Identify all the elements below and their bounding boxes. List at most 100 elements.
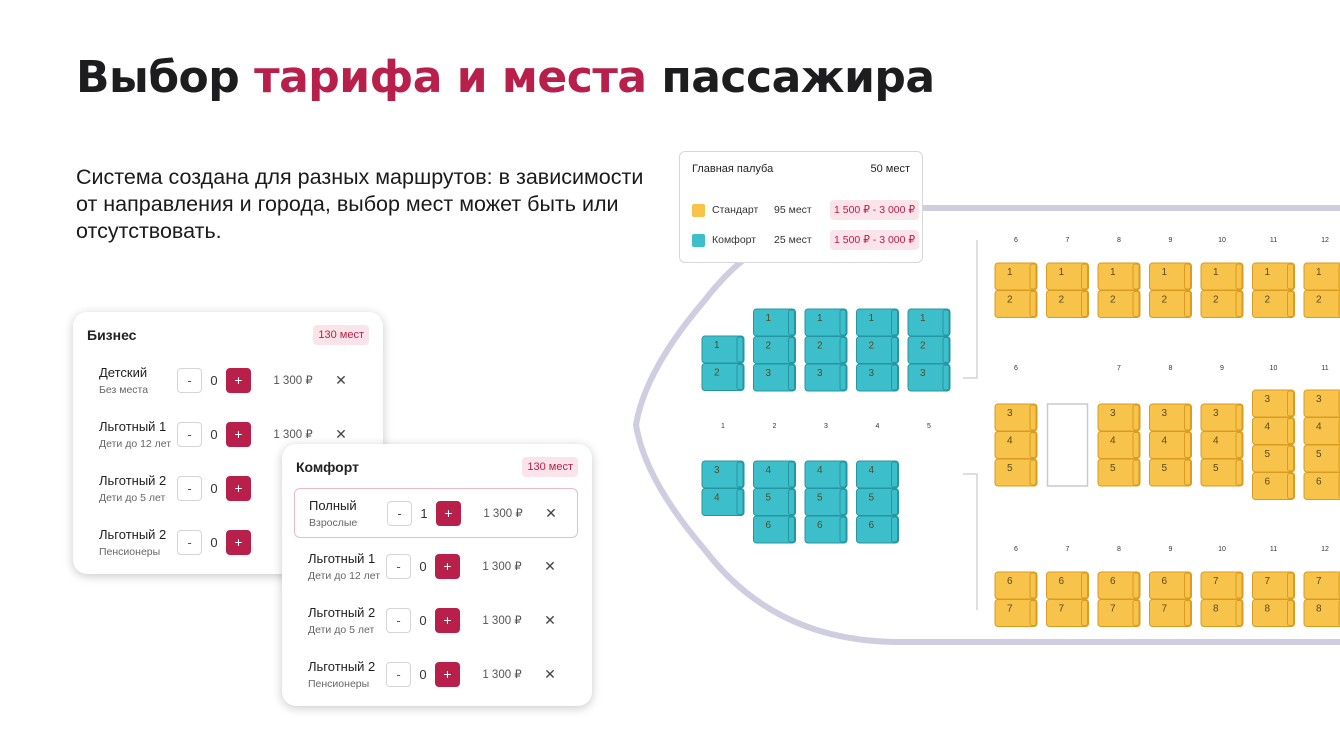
- standard-seat[interactable]: 8: [1252, 599, 1295, 627]
- decrement-button[interactable]: -: [386, 553, 411, 579]
- standard-seat[interactable]: 5: [1200, 458, 1244, 487]
- comfort-seat[interactable]: 2: [701, 363, 745, 391]
- comfort-seat[interactable]: 2: [804, 336, 848, 364]
- legend-row-comfort[interactable]: Комфорт 25 мест 1 500 ₽ - 3 000 ₽: [692, 229, 920, 251]
- close-icon[interactable]: ✕: [335, 371, 347, 388]
- comfort-seat[interactable]: 3: [753, 363, 796, 392]
- legend-row-standard[interactable]: Стандарт 95 мест 1 500 ₽ - 3 000 ₽: [692, 199, 920, 221]
- decrement-button[interactable]: -: [386, 661, 411, 687]
- comfort-seat[interactable]: 5: [753, 488, 796, 516]
- comfort-seat[interactable]: 5: [856, 488, 899, 516]
- standard-seat[interactable]: 4: [1252, 417, 1295, 445]
- comfort-seat[interactable]: 4: [753, 460, 796, 489]
- standard-seat[interactable]: 3: [1149, 403, 1192, 432]
- standard-seat[interactable]: 4: [1200, 431, 1244, 459]
- comfort-seat[interactable]: 3: [907, 363, 951, 392]
- standard-seat[interactable]: 7: [1252, 571, 1295, 600]
- decrement-button[interactable]: -: [386, 607, 411, 633]
- standard-seat[interactable]: 2: [994, 290, 1038, 318]
- standard-seat[interactable]: 1: [1046, 262, 1089, 291]
- decrement-button[interactable]: -: [177, 529, 202, 555]
- standard-seat[interactable]: 5: [1149, 458, 1192, 487]
- standard-seat[interactable]: 1: [1200, 262, 1244, 291]
- comfort-seat[interactable]: 5: [804, 488, 848, 516]
- comfort-seat[interactable]: 1: [804, 308, 848, 337]
- close-icon[interactable]: ✕: [544, 611, 556, 628]
- standard-seat[interactable]: 6: [1303, 472, 1340, 500]
- increment-button[interactable]: +: [226, 475, 251, 501]
- increment-button[interactable]: +: [226, 367, 251, 393]
- close-icon[interactable]: ✕: [545, 504, 557, 521]
- increment-button[interactable]: +: [226, 421, 251, 447]
- fare-row-discount-1: Льготный 1 Дети до 12 лет - 0 + 1 300 ₽ …: [294, 541, 562, 591]
- comfort-seat[interactable]: 3: [701, 460, 745, 489]
- decrement-button[interactable]: -: [387, 500, 412, 526]
- increment-button[interactable]: +: [436, 500, 461, 526]
- comfort-seat[interactable]: 3: [804, 363, 848, 392]
- standard-seat[interactable]: 6: [1046, 571, 1089, 600]
- standard-seat[interactable]: 1: [1303, 262, 1340, 291]
- standard-seat[interactable]: 2: [1303, 290, 1340, 318]
- standard-seat[interactable]: 8: [1303, 599, 1340, 627]
- standard-seat[interactable]: 4: [1303, 417, 1340, 445]
- close-icon[interactable]: ✕: [335, 425, 347, 442]
- comfort-seat[interactable]: 1: [753, 308, 796, 337]
- standard-seat[interactable]: 3: [1303, 389, 1340, 418]
- decrement-button[interactable]: -: [177, 421, 202, 447]
- standard-seat[interactable]: 8: [1200, 599, 1244, 627]
- comfort-seat[interactable]: 2: [753, 336, 796, 364]
- standard-seat[interactable]: 6: [1252, 472, 1295, 500]
- increment-button[interactable]: +: [435, 661, 460, 687]
- comfort-seat[interactable]: 1: [856, 308, 899, 337]
- standard-seat[interactable]: 1: [1097, 262, 1141, 291]
- standard-seat[interactable]: 3: [1252, 389, 1295, 418]
- standard-seat[interactable]: 7: [1046, 599, 1089, 627]
- comfort-seat[interactable]: 4: [701, 488, 745, 516]
- comfort-seat[interactable]: 1: [701, 335, 745, 364]
- close-icon[interactable]: ✕: [544, 665, 556, 682]
- standard-seat[interactable]: 6: [1097, 571, 1141, 600]
- standard-seat[interactable]: 5: [994, 458, 1038, 487]
- standard-seat[interactable]: 5: [1097, 458, 1141, 487]
- standard-seat[interactable]: 4: [1097, 431, 1141, 459]
- standard-seat[interactable]: 1: [1252, 262, 1295, 291]
- close-icon[interactable]: ✕: [544, 557, 556, 574]
- standard-seat[interactable]: 5: [1303, 444, 1340, 473]
- fare-desc: Дети до 12 лет: [308, 569, 381, 582]
- standard-seat[interactable]: 3: [1097, 403, 1141, 432]
- comfort-seat[interactable]: 1: [907, 308, 951, 337]
- standard-seat[interactable]: 2: [1046, 290, 1089, 318]
- comfort-seat[interactable]: 6: [856, 515, 899, 544]
- standard-seat[interactable]: 2: [1149, 290, 1192, 318]
- standard-seat[interactable]: 1: [1149, 262, 1192, 291]
- comfort-seat[interactable]: 3: [856, 363, 899, 392]
- comfort-seat[interactable]: 4: [804, 460, 848, 489]
- increment-button[interactable]: +: [435, 553, 460, 579]
- standard-seat[interactable]: 7: [994, 599, 1038, 627]
- standard-seat[interactable]: 2: [1097, 290, 1141, 318]
- standard-seat[interactable]: 1: [994, 262, 1038, 291]
- standard-seat[interactable]: 5: [1252, 444, 1295, 473]
- standard-seat[interactable]: 4: [1149, 431, 1192, 459]
- comfort-seat[interactable]: 6: [804, 515, 848, 544]
- increment-button[interactable]: +: [226, 529, 251, 555]
- standard-seat[interactable]: 3: [994, 403, 1038, 432]
- decrement-button[interactable]: -: [177, 367, 202, 393]
- standard-seat[interactable]: 4: [994, 431, 1038, 459]
- standard-seat[interactable]: 6: [1149, 571, 1192, 600]
- standard-seat[interactable]: 6: [994, 571, 1038, 600]
- comfort-seat[interactable]: 4: [856, 460, 899, 489]
- comfort-seat[interactable]: 2: [907, 336, 951, 364]
- standard-seat[interactable]: 7: [1149, 599, 1192, 627]
- fare-row-full[interactable]: Полный Взрослые - 1 + 1 300 ₽ ✕: [294, 488, 578, 538]
- standard-seat[interactable]: 2: [1200, 290, 1244, 318]
- decrement-button[interactable]: -: [177, 475, 202, 501]
- standard-seat[interactable]: 7: [1200, 571, 1244, 600]
- standard-seat[interactable]: 2: [1252, 290, 1295, 318]
- increment-button[interactable]: +: [435, 607, 460, 633]
- standard-seat[interactable]: 7: [1303, 571, 1340, 600]
- standard-seat[interactable]: 7: [1097, 599, 1141, 627]
- standard-seat[interactable]: 3: [1200, 403, 1244, 432]
- comfort-seat[interactable]: 6: [753, 515, 796, 544]
- comfort-seat[interactable]: 2: [856, 336, 899, 364]
